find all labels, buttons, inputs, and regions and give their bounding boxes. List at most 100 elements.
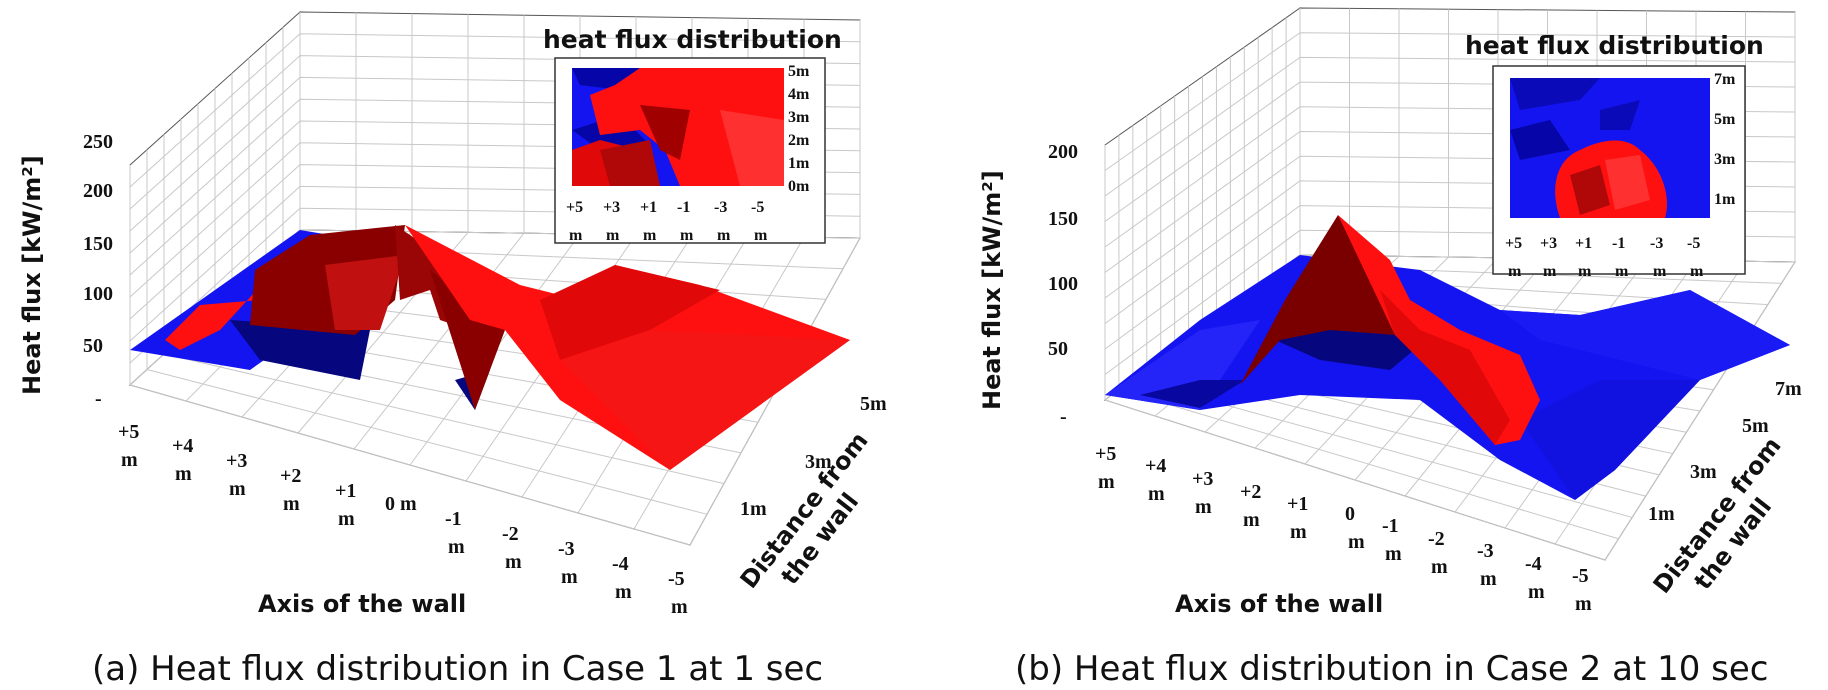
- x-tick-label: -4: [1525, 553, 1542, 575]
- inset-high-patch: [1605, 155, 1650, 210]
- inset-x-tick-label: m: [1615, 263, 1629, 280]
- x-tick-label: m: [1195, 496, 1212, 518]
- z-tick-label: 150: [1048, 208, 1078, 230]
- x-tick-label: m: [229, 478, 246, 500]
- x-tick-label: +3: [226, 450, 247, 472]
- inset-y-tick-label: 3m: [788, 109, 810, 126]
- inset-y-tick-label: 3m: [1714, 151, 1736, 168]
- x-tick-label: m: [121, 449, 138, 471]
- z-axis-ticks: 200 150 100 50 -: [1048, 141, 1078, 428]
- z-tick-label: 200: [83, 180, 113, 202]
- inset-high-patch: [720, 110, 784, 186]
- x-axis-ticks: +5 m +4 m +3 m +2 m +1 m 0 m -1 m -2 m -3 m -4 m -5 m: [1095, 443, 1592, 615]
- x-tick-label: +2: [1240, 481, 1261, 503]
- x-tick-label: m: [1243, 509, 1260, 531]
- inset-x-ticks: +5 m +3 m +1 m -1 m -3 m -5 m: [566, 199, 768, 244]
- y-tick-label: 1m: [740, 498, 767, 520]
- x-tick-label: m: [561, 566, 578, 588]
- x-tick-label: m: [1480, 568, 1497, 590]
- x-tick-label: m: [1098, 471, 1115, 493]
- inset-x-tick-label: m: [1543, 263, 1557, 280]
- x-tick-label: +1: [1287, 493, 1308, 515]
- x-tick-label: m: [338, 508, 355, 530]
- inset-x-tick-label: -1: [677, 199, 690, 216]
- surface-low-region: [1140, 380, 1245, 408]
- inset-y-tick-label: 5m: [1714, 111, 1736, 128]
- inset-x-tick-label: m: [643, 227, 657, 244]
- inset-x-tick-label: +3: [1540, 235, 1557, 252]
- grid-line: [129, 384, 691, 546]
- x-tick-label: -2: [1428, 528, 1445, 550]
- surface-high-region: [1240, 215, 1395, 385]
- inset-x-tick-label: m: [1653, 263, 1667, 280]
- surface-high-region: [560, 330, 850, 470]
- inset-x-tick-label: +5: [566, 199, 583, 216]
- y-axis-ticks: 1m 3m 5m: [740, 393, 887, 520]
- surface-low-region: [1500, 290, 1790, 380]
- inset-y-tick-label: 1m: [788, 155, 810, 172]
- x-tick-label: -3: [1477, 540, 1494, 562]
- surface-low-region: [1275, 330, 1420, 370]
- caption-a: (a) Heat flux distribution in Case 1 at …: [92, 649, 823, 689]
- x-tick-label: m: [1348, 531, 1365, 553]
- z-axis-ticks: 250 200 150 100 50 -: [83, 131, 113, 410]
- surface-high-region: [165, 270, 275, 350]
- x-tick-label: m: [671, 596, 688, 618]
- grid-line: [1104, 32, 1796, 171]
- x-tick-label: -1: [445, 508, 462, 530]
- inset-y-ticks: 5m 4m 3m 2m 1m 0m: [788, 63, 810, 195]
- z-tick-label: 100: [1048, 273, 1078, 295]
- inset-low-patch: [1510, 78, 1600, 110]
- y-tick-label: 3m: [805, 451, 832, 473]
- inset-y-tick-label: 1m: [1714, 191, 1736, 208]
- x-tick-label: 0: [1345, 503, 1355, 525]
- surface-plot: [1105, 215, 1790, 500]
- x-tick-label: m: [615, 581, 632, 603]
- x-axis-label: Axis of the wall: [1175, 590, 1383, 618]
- z-tick-label: 50: [1048, 338, 1068, 360]
- inset-high-patch: [640, 105, 690, 160]
- surface-low-region: [1105, 320, 1260, 410]
- inset-x-tick-label: +1: [640, 199, 657, 216]
- x-tick-label: +4: [1145, 455, 1166, 477]
- grid-line: [1104, 56, 1796, 197]
- inset-high-patch: [1570, 165, 1610, 215]
- x-tick-label: -4: [612, 553, 629, 575]
- inset-high-patch: [600, 140, 660, 186]
- x-tick-label: +5: [1095, 443, 1116, 465]
- inset-x-tick-label: m: [1690, 263, 1704, 280]
- y-tick-label: 1m: [1648, 503, 1675, 525]
- inset-x-tick-label: -5: [1687, 235, 1700, 252]
- chart-panel-a: 250 200 150 100 50 - Heat flux [kW/m²] +5 m +4 m…: [18, 10, 887, 689]
- surface-low-region: [1520, 380, 1700, 500]
- z-tick-label: 50: [83, 335, 103, 357]
- inset-y-ticks: 7m 5m 3m 1m: [1714, 71, 1736, 208]
- z-tick-label: 100: [83, 283, 113, 305]
- inset-low-patch: [1510, 120, 1570, 160]
- inset-x-tick-label: m: [717, 227, 731, 244]
- inset-x-tick-label: +5: [1505, 235, 1522, 252]
- x-tick-label: -5: [668, 568, 685, 590]
- inset-y-tick-label: 0m: [788, 178, 810, 195]
- inset-x-tick-label: m: [569, 227, 583, 244]
- x-tick-label: +5: [118, 421, 139, 443]
- z-tick-label: 150: [83, 233, 113, 255]
- y-tick-label: 3m: [1690, 461, 1717, 483]
- x-tick-label: -3: [558, 538, 575, 560]
- inset-y-tick-label: 2m: [788, 132, 810, 149]
- inset-title: heat flux distribution: [543, 25, 842, 54]
- inset-x-ticks: +5 m +3 m +1 m -1 m -3 m -5 m: [1505, 235, 1704, 280]
- caption-b: (b) Heat flux distribution in Case 2 at …: [1015, 649, 1768, 689]
- z-tick-label: 250: [83, 131, 113, 153]
- inset-heatmap: heat flux distribution 7m 5m 3m 1m +5 m +3 m +1…: [1465, 31, 1764, 280]
- surface-low-region: [230, 320, 370, 380]
- x-axis-ticks: +5 m +4 m +3 m +2 m +1 m 0 m -1 m -2 m -3 m -4 m -5 m: [118, 421, 688, 618]
- x-tick-label: -5: [1572, 565, 1589, 587]
- x-tick-label: m: [283, 493, 300, 515]
- inset-x-tick-label: m: [680, 227, 694, 244]
- x-tick-label: -2: [502, 523, 519, 545]
- grid-line: [163, 353, 725, 485]
- x-axis-label: Axis of the wall: [258, 590, 466, 618]
